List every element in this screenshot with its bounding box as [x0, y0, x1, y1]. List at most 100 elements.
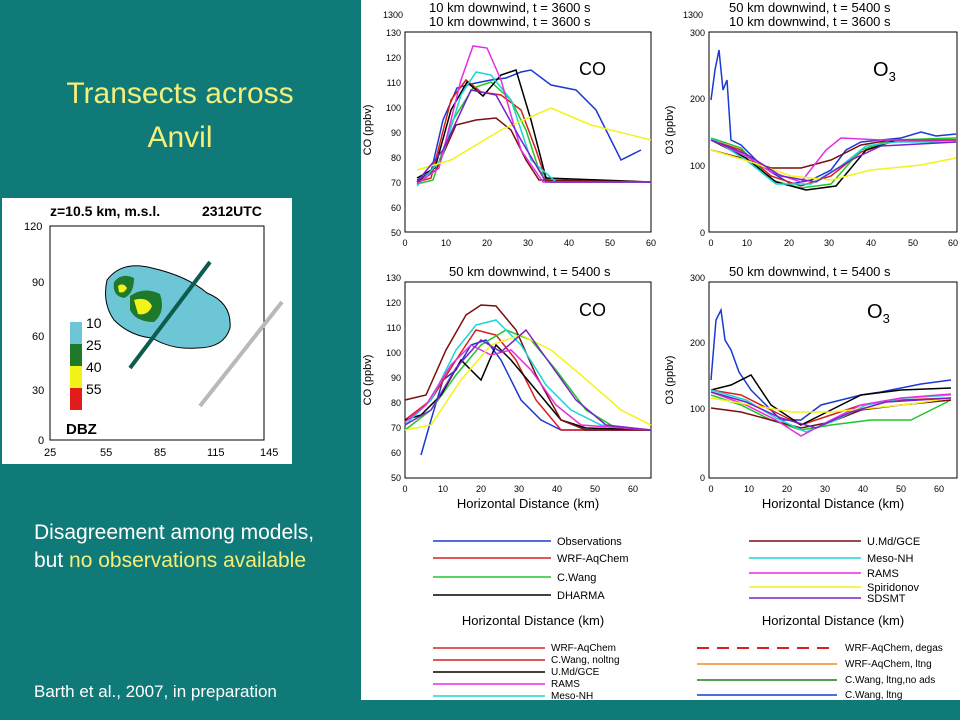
series-legend: Observations WRF-AqChem C.Wang DHARMA U.…: [433, 536, 920, 605]
legend-unit: DBZ: [66, 421, 97, 438]
p1-ylabel: CO (ppbv): [362, 105, 374, 156]
map-xtick-55: 55: [100, 447, 112, 459]
map-title: z=10.5 km, m.s.l.: [50, 203, 160, 219]
p4-series-dharma: [710, 374, 952, 426]
citation: Barth et al., 2007, in preparation: [34, 682, 277, 701]
p2-series-spiridonov: [710, 149, 957, 181]
map-xtick-145: 145: [260, 447, 278, 459]
legend-umd: U.Md/GCE: [867, 536, 920, 548]
lower-xlabel-left: Horizontal Distance (km): [462, 613, 604, 628]
p4-ytick-100: 100: [690, 404, 705, 414]
panel-o3-50km: 50 km downwind, t = 5400 s O3 O3 (ppbv) …: [664, 264, 958, 511]
p4-xtick-20: 20: [782, 484, 792, 494]
legend-swatch-25: [70, 344, 82, 366]
map-frame: [49, 225, 265, 441]
p3-ytick-70: 70: [391, 423, 401, 433]
p1-ytick-60: 60: [391, 203, 401, 213]
anvil-region-10dbz: [105, 265, 231, 349]
slide-title: Transects across Anvil: [0, 72, 360, 160]
p3-xtick-50: 50: [590, 484, 600, 494]
p2-ytick-300: 300: [690, 28, 705, 38]
p3-ytick-110: 110: [387, 323, 401, 333]
p4-frame: [708, 281, 958, 479]
p3-xtick-10: 10: [438, 484, 448, 494]
p1-series-rams: [416, 45, 651, 185]
map-xtick-85: 85: [154, 447, 166, 459]
p1-label: CO: [579, 59, 606, 79]
p1-xtick-20: 20: [482, 238, 492, 248]
p2-xtick-10: 10: [742, 238, 752, 248]
bl-umd: U.Md/GCE: [551, 667, 600, 678]
legend-40: 40: [86, 359, 102, 375]
legend-swatch-40: [70, 366, 82, 388]
br-wrf-degas: WRF-AqChem, degas: [845, 643, 943, 654]
p2-xtick-30: 30: [824, 238, 834, 248]
description: Disagreement among models, but no observ…: [34, 519, 334, 575]
p2-top-tick: 1300: [683, 10, 703, 20]
panel-co-10km: 1300 10 km downwind, t = 3600 s 10 km do…: [362, 0, 656, 248]
p1-series-spiridonov: [416, 107, 652, 171]
map-ytick-120: 120: [24, 221, 42, 233]
title-line-1: Transects across: [66, 77, 294, 110]
p2-series-observations: [710, 49, 957, 185]
p1-xtick-30: 30: [523, 238, 533, 248]
map-time: 2312UTC: [202, 203, 262, 219]
legend-swatch-10: [70, 322, 82, 344]
p1-ytick-80: 80: [391, 153, 401, 163]
p3-ytick-100: 100: [386, 348, 401, 358]
map-ytick-90: 90: [32, 277, 44, 289]
p2-frame: [708, 31, 958, 233]
map-xtick-115: 115: [207, 447, 225, 459]
p2-ytick-0: 0: [700, 228, 705, 238]
p3-xtick-20: 20: [476, 484, 486, 494]
p3-xtick-40: 40: [552, 484, 562, 494]
p1-series-sdsmt: [416, 89, 651, 183]
panel-co-50km: 50 km downwind, t = 5400 s CO CO (ppbv) …: [362, 264, 652, 511]
p3-title: 50 km downwind, t = 5400 s: [449, 264, 611, 279]
p3-ytick-60: 60: [391, 448, 401, 458]
map-ytick-60: 60: [32, 331, 44, 343]
p2-label: O3: [873, 59, 896, 84]
p1-title-b: 10 km downwind, t = 3600 s: [429, 14, 591, 29]
p4-ylabel: O3 (ppbv): [664, 356, 676, 405]
p2-xtick-0: 0: [708, 238, 713, 248]
p3-ytick-120: 120: [386, 298, 401, 308]
p3-ytick-80: 80: [391, 398, 401, 408]
bl-mesonh: Meso-NH: [551, 691, 593, 700]
p1-ytick-120: 120: [386, 53, 401, 63]
p1-ytick-90: 90: [391, 128, 401, 138]
anvil-region-40dbz-b: [118, 284, 127, 293]
p4-xtick-50: 50: [896, 484, 906, 494]
p3-series-sdsmt: [404, 328, 652, 431]
legend-mesonh: Meso-NH: [867, 553, 914, 565]
p1-ytick-130: 130: [386, 28, 401, 38]
p1-xtick-40: 40: [564, 238, 574, 248]
p4-xtick-0: 0: [708, 484, 713, 494]
bottom-legend: WRF-AqChem C.Wang, noltng U.Md/GCE RAMS …: [433, 643, 943, 700]
legend-spiridonov: Spiridonov: [867, 582, 919, 594]
p3-ytick-130: 130: [386, 273, 401, 283]
p1-xtick-60: 60: [646, 238, 656, 248]
p2-xtick-20: 20: [784, 238, 794, 248]
p1-ytick-100: 100: [386, 103, 401, 113]
p3-series-umd: [404, 304, 651, 431]
p3-frame: [404, 281, 652, 479]
p4-xlabel: Horizontal Distance (km): [762, 496, 904, 511]
map-xtick-25: 25: [44, 447, 56, 459]
p3-xtick-60: 60: [628, 484, 638, 494]
p1-ytick-50: 50: [391, 228, 401, 238]
p4-series-sdsmt: [710, 391, 952, 429]
p1-series-observations: [416, 69, 642, 181]
p4-ytick-0: 0: [700, 473, 705, 483]
p2-xtick-50: 50: [908, 238, 918, 248]
p3-series-mesonh: [404, 319, 652, 431]
map-ytick-0: 0: [38, 435, 44, 447]
legend-cwang: C.Wang: [557, 572, 596, 584]
desc-text: Disagreement among models, but: [34, 521, 315, 572]
bl-wrf: WRF-AqChem: [551, 643, 616, 654]
p1-ytick-70: 70: [391, 178, 401, 188]
p3-series-observations: [420, 339, 651, 456]
radar-map-svg: z=10.5 km, m.s.l. 2312UTC 120 90 60 30 0…: [24, 203, 284, 459]
p1-series-dharma: [416, 69, 652, 183]
transect-line-50km: [198, 300, 284, 408]
